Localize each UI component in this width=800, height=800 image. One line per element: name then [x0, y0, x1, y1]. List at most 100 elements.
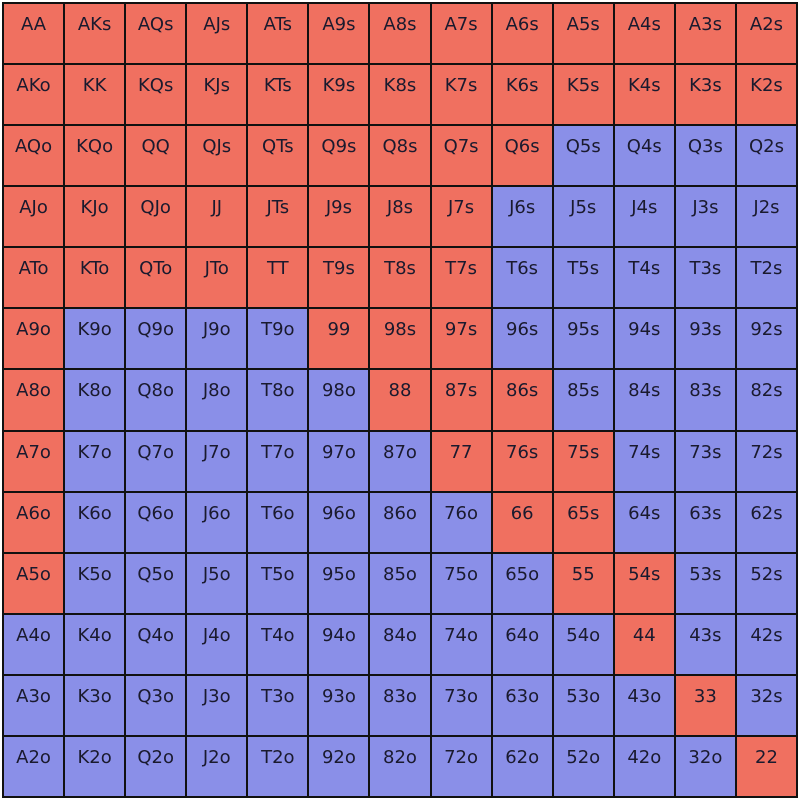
hand-cell[interactable]: 62o: [492, 736, 552, 796]
hand-cell[interactable]: J2o: [187, 736, 247, 796]
hand-cell[interactable]: Q7o: [126, 431, 186, 491]
hand-cell[interactable]: T9s: [309, 248, 369, 308]
hand-cell[interactable]: Q4s: [614, 126, 674, 186]
hand-cell[interactable]: 82s: [736, 370, 796, 430]
hand-cell[interactable]: A3s: [675, 4, 735, 64]
hand-cell[interactable]: Q6s: [492, 126, 552, 186]
hand-cell[interactable]: K3s: [675, 65, 735, 125]
hand-cell[interactable]: T4o: [248, 614, 308, 674]
hand-cell[interactable]: J8s: [370, 187, 430, 247]
hand-cell[interactable]: Q3s: [675, 126, 735, 186]
hand-cell[interactable]: T5o: [248, 553, 308, 613]
hand-cell[interactable]: AKs: [65, 4, 125, 64]
hand-cell[interactable]: 83s: [675, 370, 735, 430]
hand-cell[interactable]: 74s: [614, 431, 674, 491]
hand-cell[interactable]: A7s: [431, 4, 491, 64]
hand-cell[interactable]: 84o: [370, 614, 430, 674]
hand-cell[interactable]: A6s: [492, 4, 552, 64]
hand-cell[interactable]: JTo: [187, 248, 247, 308]
hand-cell[interactable]: K9o: [65, 309, 125, 369]
hand-cell[interactable]: 62s: [736, 492, 796, 552]
hand-cell[interactable]: T3s: [675, 248, 735, 308]
hand-cell[interactable]: A8s: [370, 4, 430, 64]
hand-cell[interactable]: 85s: [553, 370, 613, 430]
hand-cell[interactable]: 96s: [492, 309, 552, 369]
hand-cell[interactable]: K8s: [370, 65, 430, 125]
hand-cell[interactable]: KQs: [126, 65, 186, 125]
hand-cell[interactable]: 33: [675, 675, 735, 735]
hand-cell[interactable]: K7o: [65, 431, 125, 491]
hand-cell[interactable]: A2o: [4, 736, 64, 796]
hand-cell[interactable]: 42o: [614, 736, 674, 796]
hand-cell[interactable]: K6o: [65, 492, 125, 552]
hand-cell[interactable]: QTs: [248, 126, 308, 186]
hand-cell[interactable]: T9o: [248, 309, 308, 369]
hand-cell[interactable]: A6o: [4, 492, 64, 552]
hand-cell[interactable]: A8o: [4, 370, 64, 430]
hand-cell[interactable]: J8o: [187, 370, 247, 430]
hand-cell[interactable]: J3o: [187, 675, 247, 735]
hand-cell[interactable]: 94s: [614, 309, 674, 369]
hand-cell[interactable]: KJs: [187, 65, 247, 125]
hand-cell[interactable]: 65s: [553, 492, 613, 552]
hand-cell[interactable]: K4s: [614, 65, 674, 125]
hand-cell[interactable]: 75s: [553, 431, 613, 491]
hand-cell[interactable]: 87s: [431, 370, 491, 430]
hand-cell[interactable]: 32o: [675, 736, 735, 796]
hand-cell[interactable]: K6s: [492, 65, 552, 125]
hand-cell[interactable]: 98o: [309, 370, 369, 430]
hand-cell[interactable]: 93s: [675, 309, 735, 369]
hand-cell[interactable]: 44: [614, 614, 674, 674]
hand-cell[interactable]: 95s: [553, 309, 613, 369]
hand-cell[interactable]: 98s: [370, 309, 430, 369]
hand-cell[interactable]: K5s: [553, 65, 613, 125]
hand-cell[interactable]: A9s: [309, 4, 369, 64]
hand-cell[interactable]: T8s: [370, 248, 430, 308]
hand-cell[interactable]: 93o: [309, 675, 369, 735]
hand-cell[interactable]: T5s: [553, 248, 613, 308]
hand-cell[interactable]: 99: [309, 309, 369, 369]
hand-cell[interactable]: AA: [4, 4, 64, 64]
hand-cell[interactable]: KQo: [65, 126, 125, 186]
hand-cell[interactable]: J4o: [187, 614, 247, 674]
hand-cell[interactable]: Q9s: [309, 126, 369, 186]
hand-cell[interactable]: J7s: [431, 187, 491, 247]
hand-cell[interactable]: A9o: [4, 309, 64, 369]
hand-cell[interactable]: AQo: [4, 126, 64, 186]
hand-cell[interactable]: J5o: [187, 553, 247, 613]
hand-cell[interactable]: 76s: [492, 431, 552, 491]
hand-cell[interactable]: 86s: [492, 370, 552, 430]
hand-cell[interactable]: J9o: [187, 309, 247, 369]
hand-cell[interactable]: 63s: [675, 492, 735, 552]
hand-cell[interactable]: 73o: [431, 675, 491, 735]
hand-cell[interactable]: 72s: [736, 431, 796, 491]
hand-cell[interactable]: J4s: [614, 187, 674, 247]
hand-cell[interactable]: 65o: [492, 553, 552, 613]
hand-cell[interactable]: J2s: [736, 187, 796, 247]
hand-cell[interactable]: 76o: [431, 492, 491, 552]
hand-cell[interactable]: QJo: [126, 187, 186, 247]
hand-cell[interactable]: T2o: [248, 736, 308, 796]
hand-cell[interactable]: JJ: [187, 187, 247, 247]
hand-cell[interactable]: J7o: [187, 431, 247, 491]
hand-cell[interactable]: KTo: [65, 248, 125, 308]
hand-cell[interactable]: 86o: [370, 492, 430, 552]
hand-cell[interactable]: AKo: [4, 65, 64, 125]
hand-cell[interactable]: 43s: [675, 614, 735, 674]
hand-cell[interactable]: A7o: [4, 431, 64, 491]
hand-cell[interactable]: 88: [370, 370, 430, 430]
hand-cell[interactable]: 96o: [309, 492, 369, 552]
hand-cell[interactable]: 43o: [614, 675, 674, 735]
hand-cell[interactable]: K2o: [65, 736, 125, 796]
hand-cell[interactable]: T6s: [492, 248, 552, 308]
hand-cell[interactable]: A5o: [4, 553, 64, 613]
hand-cell[interactable]: KK: [65, 65, 125, 125]
hand-cell[interactable]: ATo: [4, 248, 64, 308]
hand-cell[interactable]: 84s: [614, 370, 674, 430]
hand-cell[interactable]: J6o: [187, 492, 247, 552]
hand-cell[interactable]: KJo: [65, 187, 125, 247]
hand-cell[interactable]: Q2o: [126, 736, 186, 796]
hand-cell[interactable]: 66: [492, 492, 552, 552]
hand-cell[interactable]: QJs: [187, 126, 247, 186]
hand-cell[interactable]: 54o: [553, 614, 613, 674]
